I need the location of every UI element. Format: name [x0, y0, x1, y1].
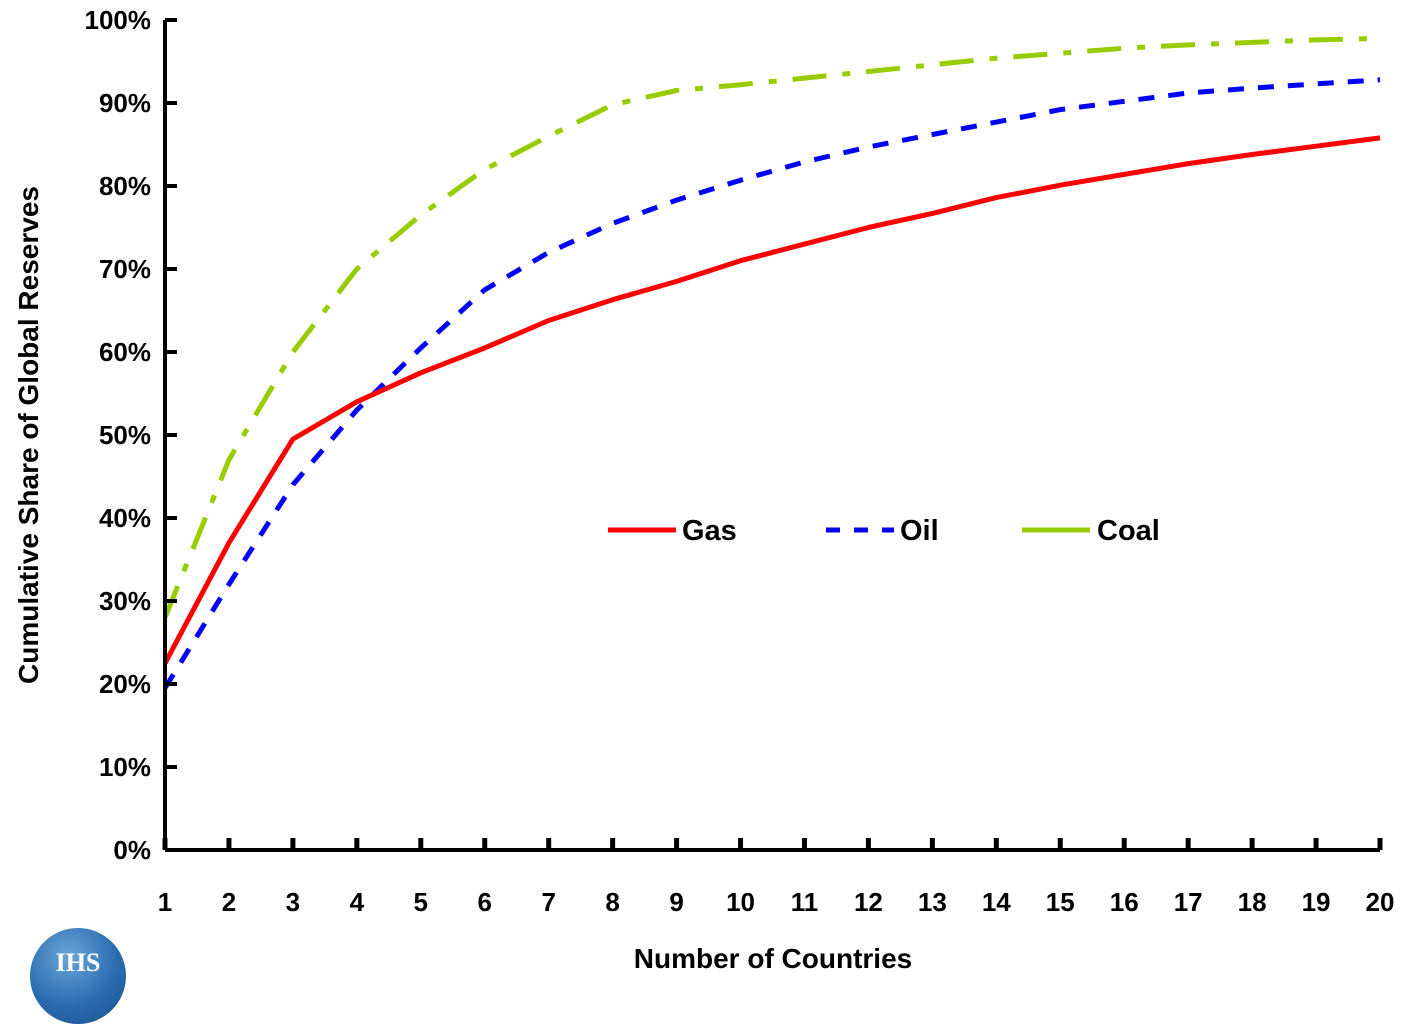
x-tick-label: 10 [726, 887, 755, 917]
series-line-gas [162, 135, 1381, 665]
x-tick-label: 15 [1046, 887, 1075, 917]
legend-label-coal: Coal [1097, 515, 1160, 547]
series-layer [162, 35, 1381, 690]
x-axis-title: Number of Countries [634, 943, 912, 974]
x-tick-label: 19 [1302, 887, 1331, 917]
y-tick-label: 10% [99, 752, 151, 782]
legend: Gas Oil Coal [608, 515, 1160, 547]
x-tick-label: 12 [854, 887, 883, 917]
y-tick-label: 90% [99, 88, 151, 118]
y-tick-label: 100% [85, 5, 152, 35]
x-tick-label: 6 [478, 887, 492, 917]
line-chart: 0%10%20%30%40%50%60%70%80%90%100%1 2 3 4 5 6 7… [13, 5, 1395, 974]
x-tick-label: 8 [605, 887, 619, 917]
y-tick-label: 70% [99, 254, 151, 284]
x-tick-label: 13 [918, 887, 947, 917]
series-line-oil [162, 77, 1381, 690]
x-tick-label: 4 [350, 887, 365, 917]
y-tick-label: 30% [99, 586, 151, 616]
y-tick-label: 80% [99, 171, 151, 201]
legend-label-oil: Oil [900, 515, 939, 547]
x-tick-label: 1 [158, 887, 172, 917]
x-tick-label: 18 [1238, 887, 1267, 917]
x-tick-label: 16 [1110, 887, 1139, 917]
x-tick-label: 17 [1174, 887, 1203, 917]
y-tick-label: 60% [99, 337, 151, 367]
y-tick-label: 50% [99, 420, 151, 450]
y-tick-label: 0% [113, 835, 151, 865]
x-tick-label: 14 [982, 887, 1011, 917]
axes-layer [162, 18, 1383, 852]
x-tick-label: 20 [1366, 887, 1395, 917]
x-tick-label: 5 [414, 887, 428, 917]
y-tick-label: 40% [99, 503, 151, 533]
x-tick-label: 3 [286, 887, 300, 917]
tick-label-layer: 0%10%20%30%40%50%60%70%80%90%100%1 2 3 4 5 6 7… [85, 5, 1395, 917]
series-line-coal [162, 35, 1381, 619]
x-tick-label: 2 [222, 887, 236, 917]
y-tick-label: 20% [99, 669, 151, 699]
x-tick-label: 7 [541, 887, 555, 917]
x-tick-label: 9 [669, 887, 683, 917]
x-tick-label: 11 [791, 887, 819, 917]
legend-label-gas: Gas [682, 515, 737, 547]
y-axis-title: Cumulative Share of Global Reserves [13, 186, 44, 684]
ihs-logo: IHS [30, 928, 126, 1024]
